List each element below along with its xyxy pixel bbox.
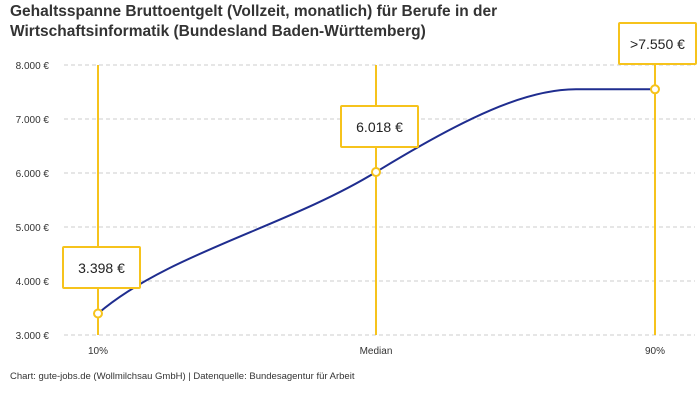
chart-title: Gehaltsspanne Bruttoentgelt (Vollzeit, m… xyxy=(10,3,498,40)
data-point-marker xyxy=(93,308,103,319)
y-tick-label: 3.000 € xyxy=(16,331,50,342)
chart-source-footer: Chart: gute-jobs.de (Wollmilchsau GmbH) … xyxy=(10,371,355,382)
data-label-box xyxy=(340,105,419,148)
y-tick-label: 5.000 € xyxy=(16,223,50,234)
data-point-marker xyxy=(650,84,660,95)
data-label: >7.550 € xyxy=(630,36,685,52)
x-tick-label: 10% xyxy=(88,346,108,357)
y-tick-label: 8.000 € xyxy=(16,61,50,72)
data-label-box xyxy=(62,246,141,289)
x-tick-label: Median xyxy=(360,346,393,357)
x-tick-label: 90% xyxy=(645,346,665,357)
data-point-marker xyxy=(371,167,381,178)
data-label-box xyxy=(618,22,697,65)
data-label: 3.398 € xyxy=(78,260,125,276)
data-label: 6.018 € xyxy=(356,119,403,135)
y-tick-label: 4.000 € xyxy=(16,277,50,288)
y-tick-label: 6.000 € xyxy=(16,169,50,180)
y-tick-label: 7.000 € xyxy=(16,115,50,126)
